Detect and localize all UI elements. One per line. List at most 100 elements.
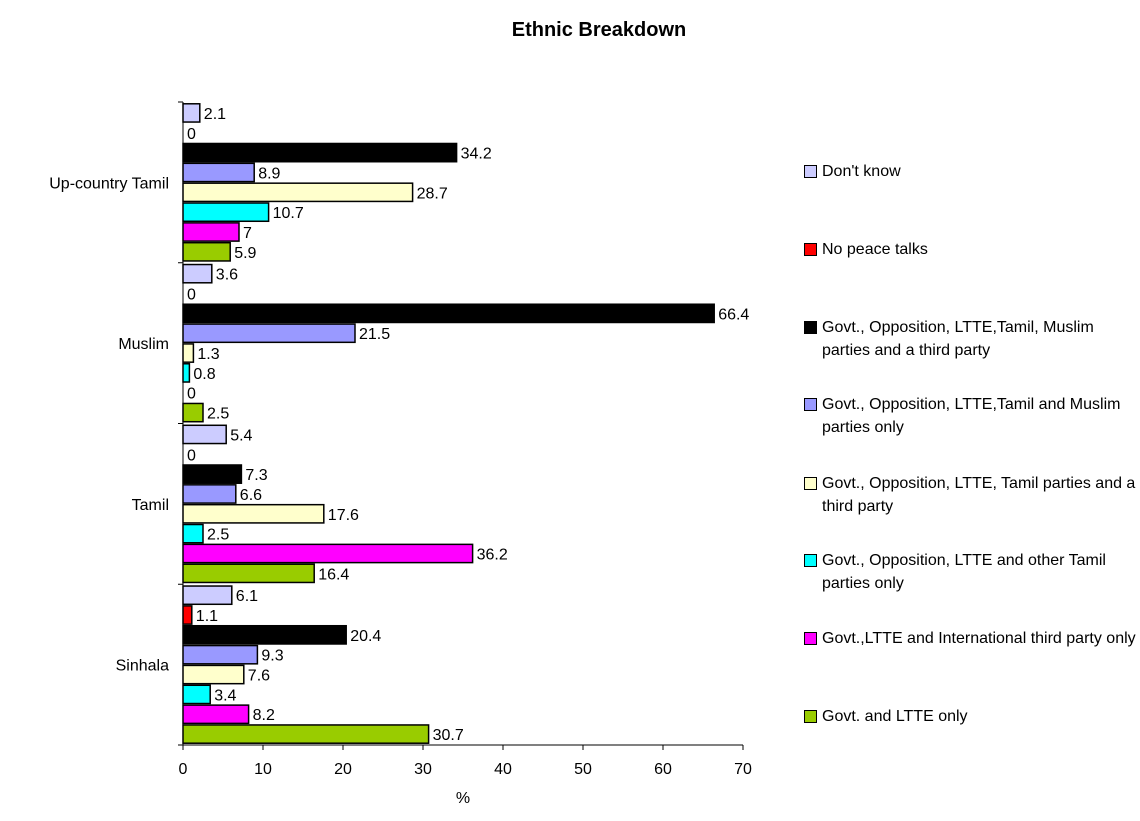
data-label: 3.4 (214, 687, 236, 704)
legend: Don't know No peace talks Govt., Oppositio… (804, 0, 1140, 821)
bar (182, 162, 255, 183)
bar (182, 523, 204, 544)
x-tick-label: 20 (334, 761, 352, 778)
legend-item: Govt., Opposition, LTTE, Tamil parties a… (804, 472, 1137, 518)
legend-item: Govt. and LTTE only (804, 705, 1137, 728)
bar (182, 704, 250, 725)
bar (182, 684, 211, 705)
legend-item: Govt.,LTTE and International third party… (804, 627, 1137, 650)
data-label: 3.6 (216, 267, 238, 284)
legend-label: Govt., Opposition, LTTE and other Tamil … (822, 552, 1106, 592)
data-label: 1.1 (196, 608, 218, 625)
data-label: 7.3 (245, 467, 267, 484)
data-label: 1.3 (197, 346, 219, 363)
legend-swatch (804, 398, 817, 411)
bar (182, 543, 474, 564)
bar (182, 402, 204, 423)
bar (182, 343, 195, 363)
category-label: Up-country Tamil (49, 175, 169, 192)
x-tick-label: 60 (654, 761, 672, 778)
legend-swatch (804, 165, 817, 178)
legend-item: Govt., Opposition, LTTE,Tamil, Muslim pa… (804, 316, 1137, 362)
legend-label: Govt. and LTTE only (822, 708, 968, 725)
x-tick-label: 30 (414, 761, 432, 778)
bar (182, 585, 233, 606)
legend-label: Govt., Opposition, LTTE,Tamil, Muslim pa… (822, 319, 1094, 359)
data-label: 6.6 (240, 487, 262, 504)
legend-item: Govt., Opposition, LTTE and other Tamil … (804, 549, 1137, 595)
data-label: 0 (187, 287, 196, 304)
bar (182, 241, 231, 262)
category-label: Tamil (132, 497, 169, 514)
bar (182, 323, 356, 344)
bar (182, 605, 193, 625)
bar (182, 263, 213, 284)
x-tick-label: 10 (254, 761, 272, 778)
data-label: 34.2 (461, 146, 492, 163)
bar (182, 484, 237, 504)
data-label: 7 (243, 225, 252, 242)
legend-swatch (804, 477, 817, 490)
data-label: 21.5 (359, 326, 390, 343)
data-label: 8.2 (253, 707, 275, 724)
bar (182, 664, 245, 685)
bar (182, 563, 315, 584)
bar (182, 103, 201, 123)
legend-swatch (804, 710, 817, 723)
x-tick-label: 50 (574, 761, 592, 778)
legend-item: No peace talks (804, 238, 1137, 261)
data-label: 0 (187, 447, 196, 464)
bar (182, 624, 347, 645)
data-label: 8.9 (258, 165, 280, 182)
bar (182, 503, 325, 524)
data-label: 17.6 (328, 507, 359, 524)
legend-swatch (804, 632, 817, 645)
data-label: 6.1 (236, 588, 258, 605)
bar (182, 363, 191, 383)
bar (182, 303, 715, 324)
bar (182, 142, 458, 163)
data-label: 5.4 (230, 427, 252, 444)
bar (182, 182, 414, 203)
x-tick-label: 70 (734, 761, 752, 778)
data-label: 0 (187, 126, 196, 143)
legend-label: Govt., Opposition, LTTE, Tamil parties a… (822, 475, 1136, 515)
bar (182, 222, 240, 242)
bar (182, 644, 259, 665)
chart-title: Ethnic Breakdown (512, 19, 686, 41)
bar (182, 724, 430, 744)
data-label: 30.7 (433, 727, 464, 744)
data-label: 16.4 (318, 566, 349, 583)
legend-label: No peace talks (822, 241, 928, 258)
legend-item: Govt., Opposition, LTTE,Tamil and Muslim… (804, 393, 1137, 439)
category-label: Muslim (118, 336, 169, 353)
data-label: 36.2 (477, 546, 508, 563)
x-tick-label: 0 (179, 761, 188, 778)
data-label: 7.6 (248, 668, 270, 685)
data-label: 2.1 (204, 106, 226, 123)
x-axis-label: % (456, 790, 470, 807)
legend-swatch (804, 321, 817, 334)
plot-area: 30.7 8.2 3.4 7.6 9.3 20.4 1.1 6.1 16.4 36.2 2.5 17.… (182, 103, 749, 744)
legend-label: Don't know (822, 163, 901, 180)
data-label: 0.8 (193, 366, 215, 383)
data-label: 2.5 (207, 527, 229, 544)
data-label: 9.3 (261, 648, 283, 665)
bar (182, 424, 227, 445)
legend-label: Govt.,LTTE and International third party… (822, 630, 1136, 647)
data-label: 5.9 (234, 245, 256, 262)
legend-swatch (804, 243, 817, 256)
data-label: 0 (187, 386, 196, 403)
bar (182, 464, 243, 484)
legend-item: Don't know (804, 160, 1137, 183)
data-label: 28.7 (417, 185, 448, 202)
data-label: 66.4 (718, 306, 749, 323)
bar (182, 202, 270, 223)
data-label: 10.7 (273, 205, 304, 222)
x-tick-label: 40 (494, 761, 512, 778)
legend-swatch (804, 554, 817, 567)
legend-label: Govt., Opposition, LTTE,Tamil and Muslim… (822, 396, 1121, 436)
data-label: 2.5 (207, 406, 229, 423)
category-label: Sinhala (116, 658, 169, 675)
